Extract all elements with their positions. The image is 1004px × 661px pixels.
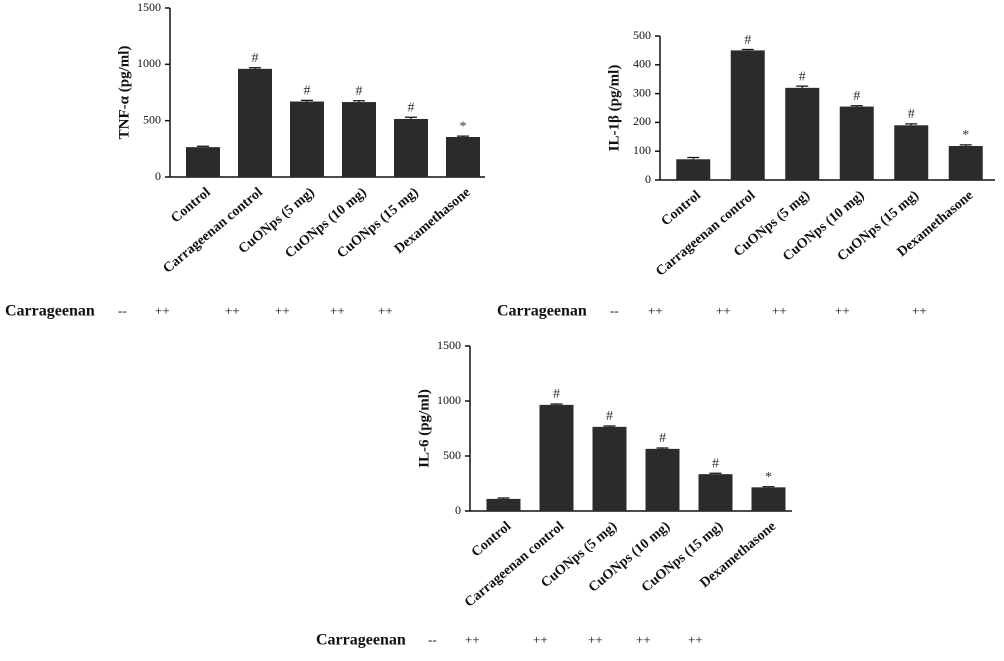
bar [238, 68, 272, 177]
annotation: # [356, 84, 363, 99]
bar [446, 137, 480, 177]
y-tick-label: 0 [155, 169, 161, 183]
y-axis-label: IL-1β (pg/ml) [606, 65, 622, 152]
error-bar [550, 403, 563, 405]
bar [785, 87, 820, 180]
error-bar [796, 85, 809, 88]
annotation: # [606, 409, 613, 424]
row-mark: -- [118, 303, 127, 318]
annotation: * [962, 128, 969, 143]
error-bar [457, 135, 469, 138]
y-tick-label: 400 [633, 57, 651, 71]
y-tick-label: 0 [645, 172, 651, 186]
annotation: # [553, 387, 560, 402]
annotation: # [744, 33, 751, 48]
y-tick-label: 200 [633, 114, 651, 128]
annotation: * [765, 470, 772, 485]
row-mark: ++ [835, 303, 850, 318]
bar [730, 50, 765, 181]
row-mark: ++ [716, 303, 731, 318]
annotation: # [908, 107, 915, 122]
error-bar [741, 48, 754, 51]
annotation: # [304, 84, 311, 99]
y-tick-label: 500 [143, 112, 161, 126]
y-tick-label: 0 [455, 503, 461, 517]
y-axis-label: TNF-α (pg/ml) [116, 46, 132, 140]
bar [751, 487, 786, 511]
row-mark: ++ [912, 303, 927, 318]
x-tick-label: Carrageenan control [462, 519, 567, 611]
row-mark: ++ [225, 303, 240, 318]
annotation: * [460, 119, 467, 134]
y-tick-label: 1000 [437, 393, 461, 407]
row-mark: ++ [378, 303, 393, 318]
row-mark: ++ [155, 303, 170, 318]
bar [342, 102, 376, 177]
error-bar [762, 486, 775, 488]
y-tick-label: 500 [633, 28, 651, 42]
error-bar [709, 472, 722, 475]
error-bar [353, 100, 365, 103]
row-label: Carrageenan [5, 303, 95, 320]
x-tick-label: Control [659, 188, 704, 229]
bar [486, 498, 521, 511]
y-axis-label: IL-6 (pg/ml) [416, 389, 432, 468]
x-tick-label: Control [168, 185, 213, 226]
bar [676, 159, 711, 180]
error-bar [687, 156, 700, 160]
bar [698, 474, 733, 511]
bar [839, 106, 874, 180]
row-label: Carrageenan [316, 632, 406, 649]
row-mark: ++ [772, 303, 787, 318]
error-bar [850, 105, 863, 107]
row-mark: ++ [465, 632, 480, 647]
y-tick-label: 1500 [437, 338, 461, 352]
row-mark: ++ [636, 632, 651, 647]
bar [394, 118, 428, 177]
annotation: # [853, 89, 860, 104]
bar [948, 146, 983, 180]
y-tick-label: 500 [443, 448, 461, 462]
error-bar [603, 425, 616, 427]
row-mark: ++ [588, 632, 603, 647]
y-tick-label: 1000 [137, 56, 161, 70]
error-bar [197, 145, 209, 148]
bar [186, 147, 220, 177]
error-bar [905, 123, 918, 126]
bar [592, 426, 627, 511]
row-mark: ++ [648, 303, 663, 318]
error-bar [405, 116, 417, 119]
annotation: # [659, 431, 666, 446]
annotation: # [408, 101, 415, 116]
bar [290, 101, 324, 177]
error-bar [959, 144, 972, 147]
bar [645, 448, 680, 511]
x-tick-label: Carrageenan control [161, 185, 266, 277]
row-mark: -- [610, 303, 619, 318]
y-tick-label: 100 [633, 143, 651, 157]
row-mark: ++ [330, 303, 345, 318]
error-bar [656, 447, 669, 449]
y-tick-label: 1500 [137, 0, 161, 14]
x-tick-label: Carrageenan control [653, 188, 758, 280]
annotation: # [799, 69, 806, 84]
error-bar [249, 67, 261, 69]
row-mark: ++ [275, 303, 290, 318]
row-mark: -- [428, 632, 437, 647]
bar [539, 404, 574, 511]
y-tick-label: 300 [633, 85, 651, 99]
error-bar [301, 99, 313, 102]
annotation: # [252, 51, 259, 66]
bar [894, 125, 929, 180]
x-tick-label: Control [469, 519, 514, 560]
row-label: Carrageenan [497, 303, 587, 320]
error-bar [497, 497, 510, 499]
row-mark: ++ [533, 632, 548, 647]
annotation: # [712, 456, 719, 471]
row-mark: ++ [688, 632, 703, 647]
